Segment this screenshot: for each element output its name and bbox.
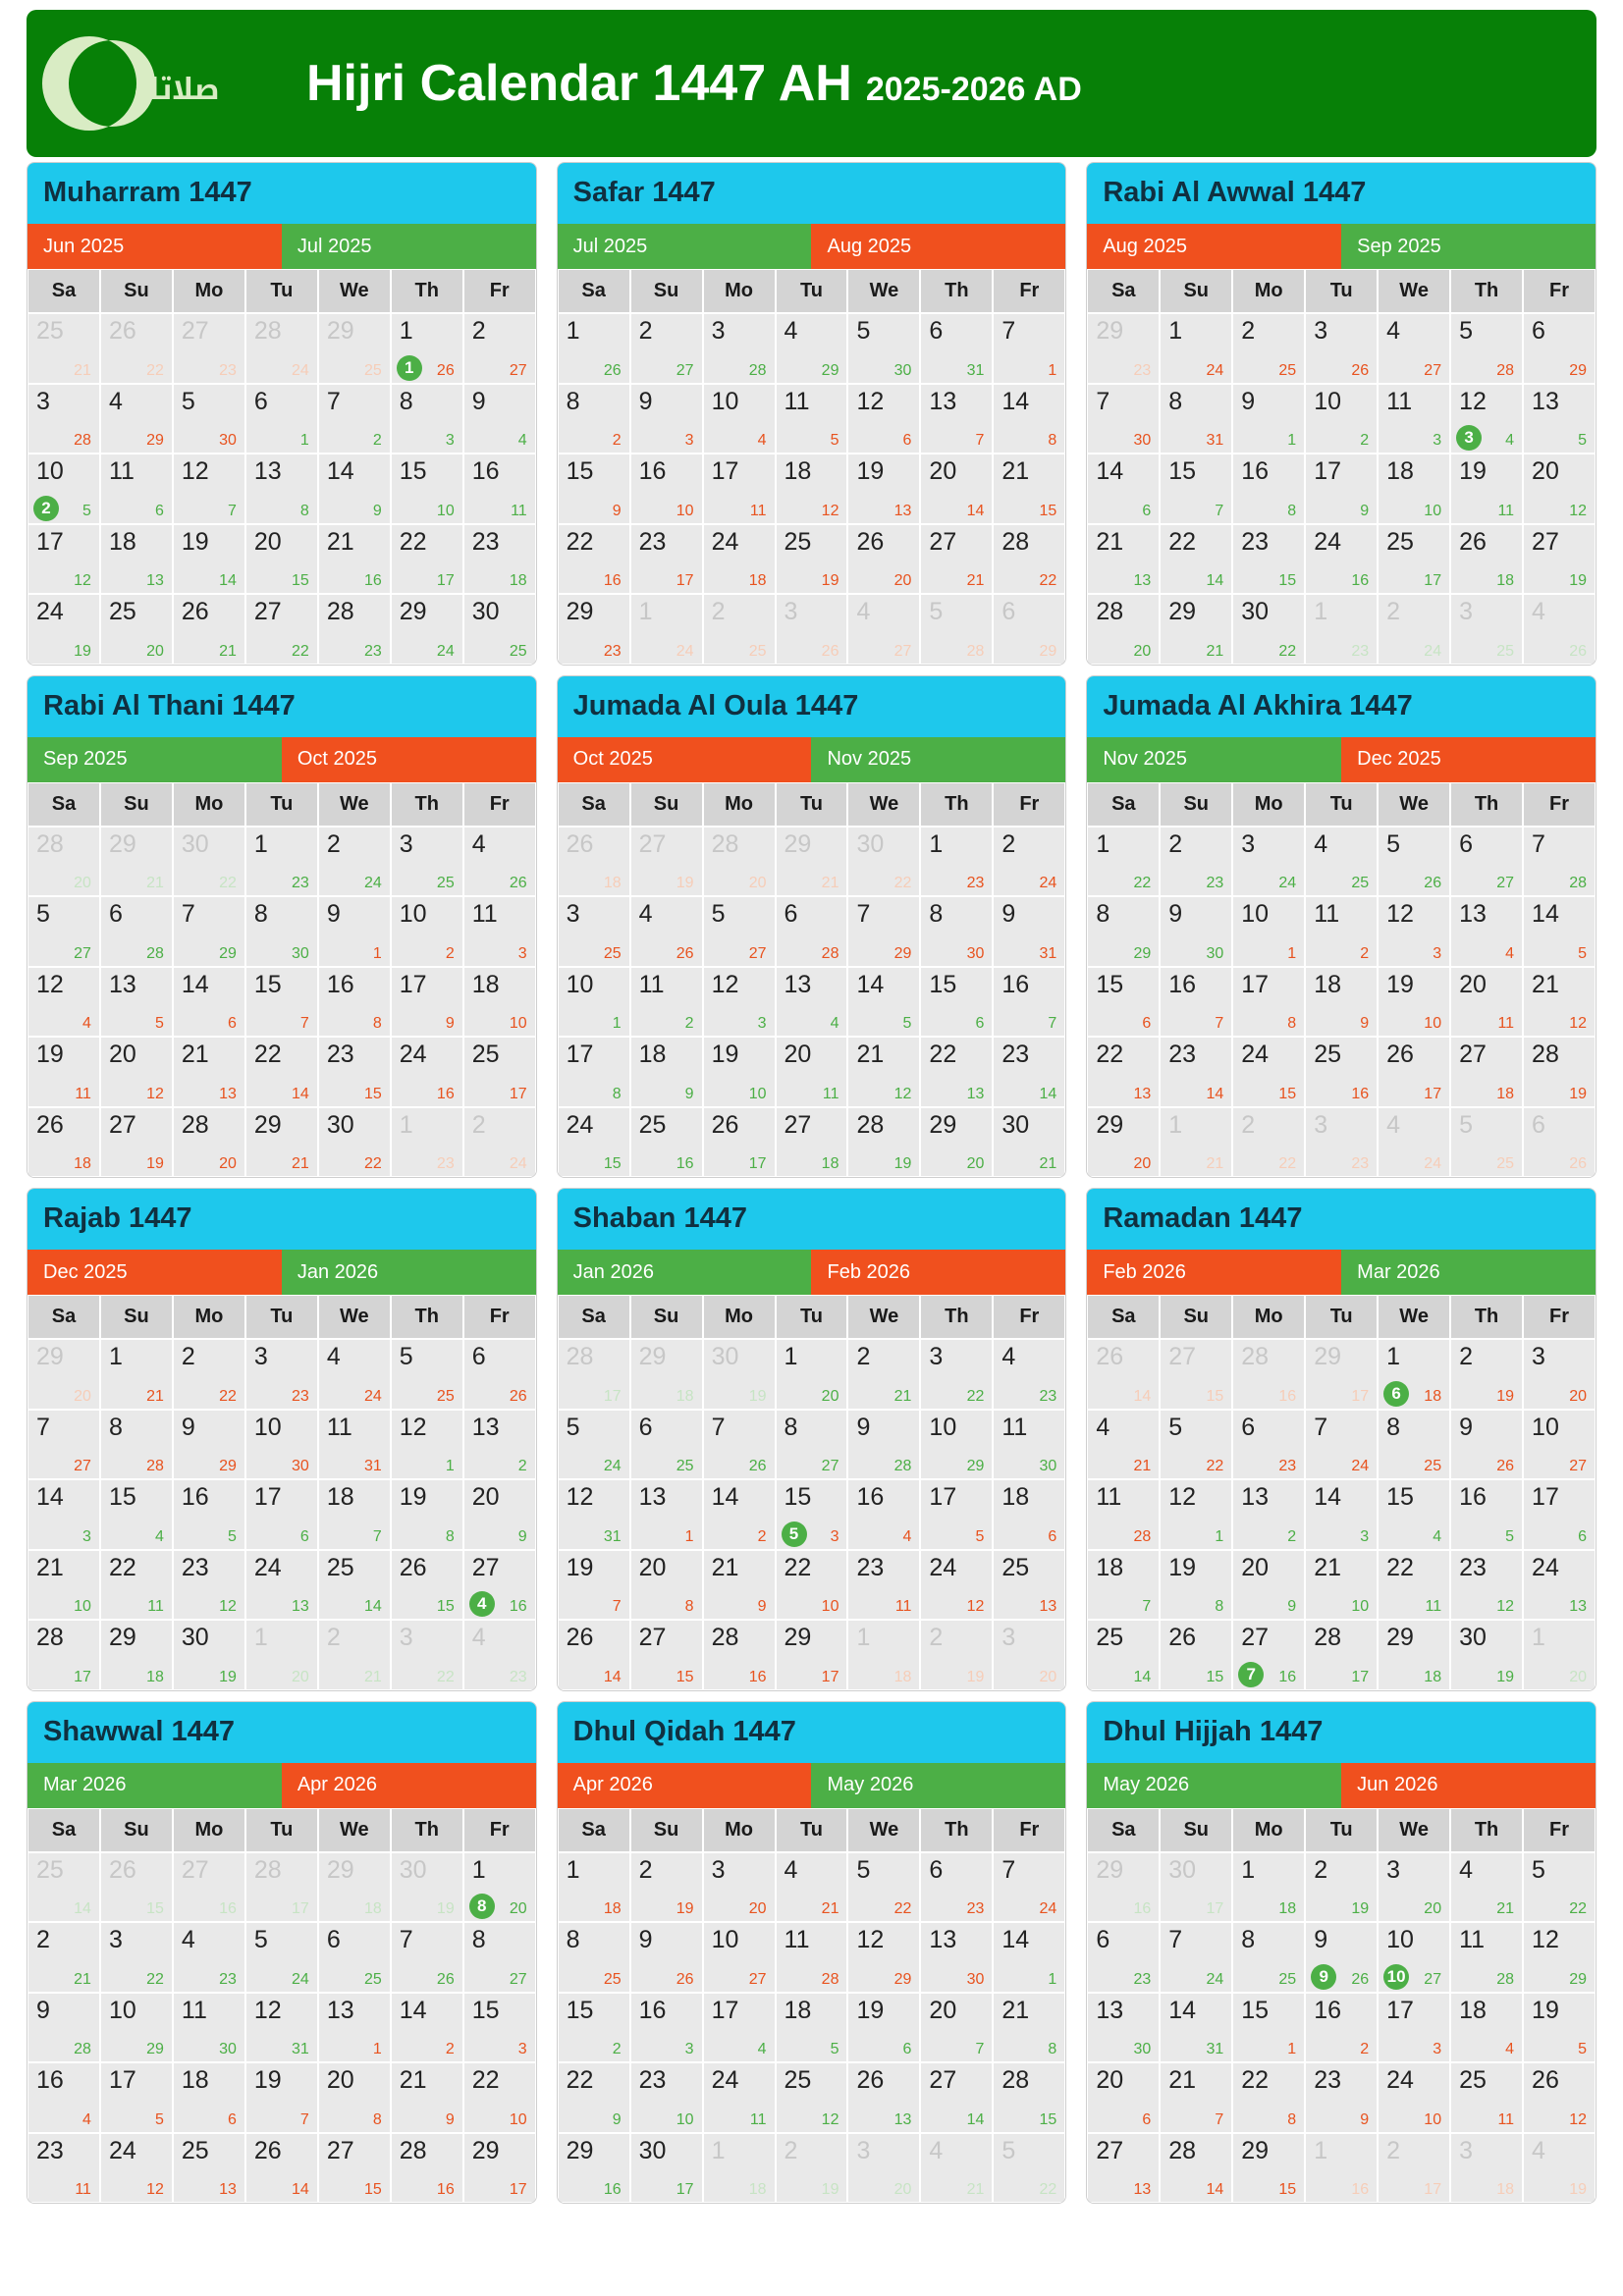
svg-text:صلاتك: صلاتك [134,63,219,118]
